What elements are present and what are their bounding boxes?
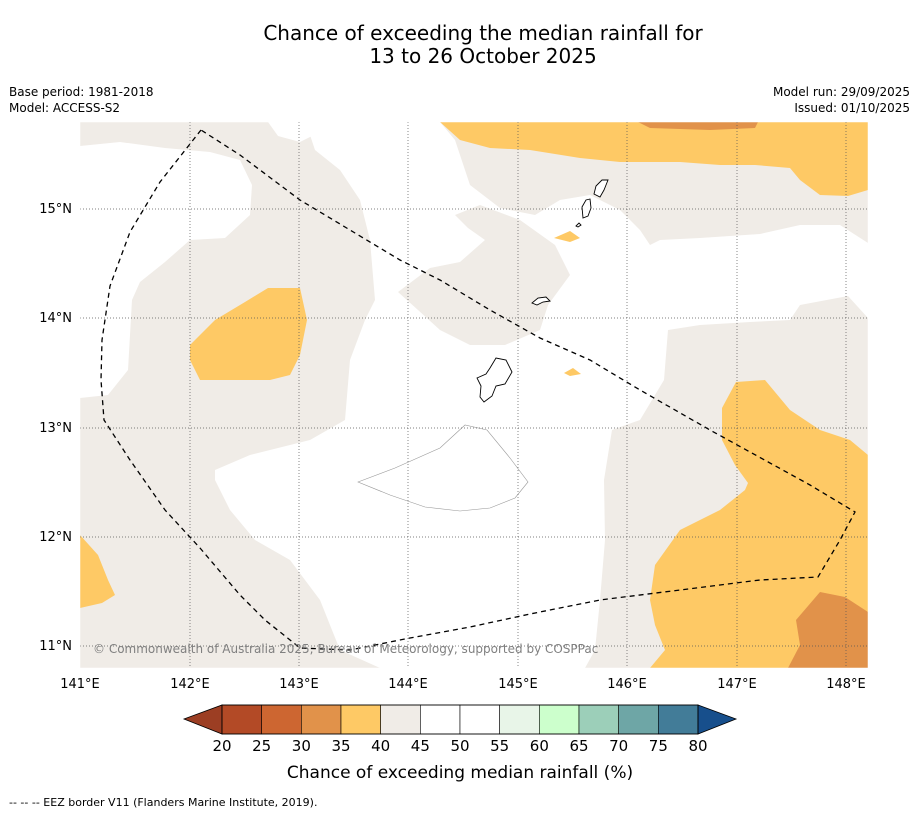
colorbar-outline [221, 704, 699, 735]
lat-label: 15°N [39, 202, 72, 217]
colorbar-segment [499, 704, 540, 735]
colorbar-segments [221, 704, 699, 735]
title-line-2: 13 to 26 October 2025 [369, 44, 597, 68]
eez-border [100, 129, 856, 651]
drier-region-southeast [650, 380, 868, 668]
island-islet [575, 222, 582, 228]
colorbar-segment [459, 704, 500, 735]
map-area: © Commonwealth of Australia 2025, Bureau… [80, 122, 868, 668]
colorbar-segment [539, 704, 580, 735]
white-region-central [215, 122, 868, 668]
latitude-labels: 15°N 14°N 13°N 12°N 11°N [39, 202, 72, 654]
colorbar-tick-label: 40 [371, 737, 390, 755]
island-tinian [581, 198, 592, 219]
copyright-notice: © Commonwealth of Australia 2025, Bureau… [93, 642, 598, 656]
colorbar-tick-label: 80 [688, 737, 707, 755]
island-guam [476, 357, 513, 403]
colorbar-segment [420, 704, 461, 735]
colorbar-tick-label: 25 [252, 737, 271, 755]
lon-label: 143°E [279, 677, 319, 692]
colorbar-ticks: 20 25 30 35 40 45 50 55 60 65 70 75 80 [212, 737, 707, 755]
lon-label: 146°E [607, 677, 647, 692]
lon-label: 142°E [170, 677, 210, 692]
contour-outline [357, 424, 529, 512]
colorbar-segment [340, 704, 381, 735]
colorbar-tick-label: 60 [530, 737, 549, 755]
issued-date: Issued: 01/10/2025 [794, 101, 910, 115]
colorbar-over-arrow [697, 704, 738, 735]
colorbar-tick-label: 65 [569, 737, 588, 755]
colorbar-segment [301, 704, 342, 735]
meta-right: Model run: 29/09/2025 Issued: 01/10/2025 [773, 84, 910, 116]
lon-label: 141°E [60, 677, 100, 692]
drier-region-southwest [80, 535, 115, 608]
colorbar-segment [618, 704, 659, 735]
colorbar-tick-label: 55 [490, 737, 509, 755]
drier-region-northeast [440, 122, 868, 196]
colorbar-segment [221, 704, 262, 735]
lat-label: 14°N [39, 311, 72, 326]
white-region-northwest [80, 142, 252, 398]
colorbar-tick-label: 70 [609, 737, 628, 755]
model-name: Model: ACCESS-S2 [9, 101, 121, 115]
white-region-north [268, 122, 325, 142]
model-run: Model run: 29/09/2025 [772, 85, 910, 99]
colorbar-title: Chance of exceeding median rainfall (%) [287, 763, 633, 783]
drier-region-small-centre [564, 368, 581, 376]
lon-label: 144°E [388, 677, 428, 692]
colorbar-segment [578, 704, 619, 735]
meta-left: Base period: 1981-2018 Model: ACCESS-S2 [9, 84, 154, 116]
drier-region-west [190, 288, 307, 380]
graticule [80, 122, 868, 668]
island-rota [531, 296, 551, 306]
lat-label: 12°N [39, 530, 72, 545]
colorbar-tick-label: 45 [411, 737, 430, 755]
eez-footnote: -- -- -- EEZ border V11 (Flanders Marine… [9, 796, 318, 809]
lon-label: 148°E [826, 677, 866, 692]
map-title: Chance of exceeding the median rainfall … [0, 22, 919, 68]
islands [476, 179, 609, 403]
near-median-patch-centre [398, 205, 570, 345]
colorbar-tick-label: 50 [450, 737, 469, 755]
colorbar-tick-label: 30 [292, 737, 311, 755]
colorbar: 20 25 30 35 40 45 50 55 60 65 70 75 80 Chance of exc… [182, 704, 738, 783]
colorbar-under-arrow [182, 704, 223, 735]
title-line-1: Chance of exceeding the median rainfall … [263, 21, 703, 45]
lon-label: 147°E [717, 677, 757, 692]
colorbar-tick-label: 20 [212, 737, 231, 755]
drier-30-region-southeast [788, 592, 868, 668]
base-period: Base period: 1981-2018 [9, 85, 154, 99]
map-frame [79, 121, 869, 669]
longitude-labels: 141°E 142°E 143°E 144°E 145°E 146°E 147°… [60, 677, 866, 692]
colorbar-segment [261, 704, 302, 735]
colorbar-segment [658, 704, 699, 735]
colorbar-tick-label: 35 [331, 737, 350, 755]
drier-region-small-north [554, 231, 580, 242]
drier-30-region-north [638, 122, 758, 130]
colorbar-tick-label: 75 [649, 737, 668, 755]
colorbar-segment [380, 704, 421, 735]
island-saipan [593, 179, 609, 198]
lon-label: 145°E [498, 677, 538, 692]
lat-label: 11°N [39, 639, 72, 654]
lat-label: 13°N [39, 421, 72, 436]
